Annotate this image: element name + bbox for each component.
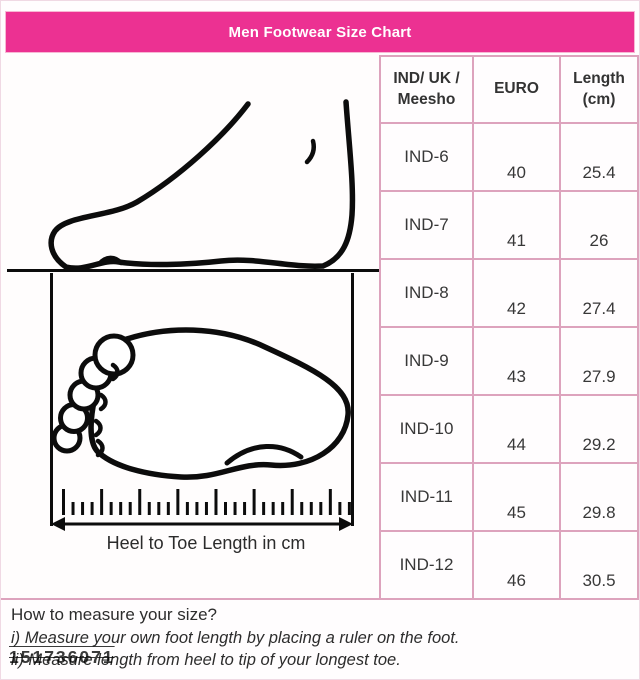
page-title: Men Footwear Size Chart [228, 23, 412, 41]
table-cell-ind: IND-12 [379, 530, 472, 598]
table-cell-euro: 46 [472, 530, 559, 598]
table-cell-ind: IND-7 [379, 190, 472, 258]
instructions-heading: How to measure your size? [11, 605, 217, 624]
ruler-icon [62, 489, 351, 515]
size-table: IND/ UK / Meesho EURO Length (cm) IND-6 40… [379, 55, 639, 598]
column-header-length: Length (cm) [559, 55, 637, 122]
table-cell-ind: IND-8 [379, 258, 472, 326]
ruler-label: Heel to Toe Length in cm [106, 533, 306, 553]
foot-measurement-diagram: Heel to Toe Length in cm [1, 55, 379, 598]
table-cell-euro: 42 [472, 258, 559, 326]
table-cell-ind: IND-9 [379, 326, 472, 394]
table-cell-euro: 45 [472, 462, 559, 530]
table-cell-ind: IND-6 [379, 122, 472, 190]
table-cell-length: 27.9 [559, 326, 637, 394]
double-arrow-icon [51, 517, 353, 531]
side-view-foot-icon [7, 99, 379, 272]
measure-instructions: How to measure your size? i) Measure you… [1, 600, 639, 679]
table-cell-euro: 41 [472, 190, 559, 258]
column-header-ind: IND/ UK / Meesho [379, 55, 472, 122]
table-cell-length: 26 [559, 190, 637, 258]
table-cell-euro: 40 [472, 122, 559, 190]
table-cell-length: 30.5 [559, 530, 637, 598]
table-cell-euro: 44 [472, 394, 559, 462]
table-cell-euro: 43 [472, 326, 559, 394]
table-cell-length: 27.4 [559, 258, 637, 326]
instruction-line-1: i) Measure your own foot length by placi… [11, 629, 460, 647]
watermark-id: 151736071 [9, 647, 115, 668]
chart-body: Heel to Toe Length in cm IND/ UK / Meesho… [1, 55, 639, 600]
table-cell-ind: IND-10 [379, 394, 472, 462]
table-cell-ind: IND-11 [379, 462, 472, 530]
table-cell-length: 29.8 [559, 462, 637, 530]
instruction-line-2: ii) Measure length from heel to tip of y… [11, 651, 401, 670]
title-bar: Men Footwear Size Chart [5, 11, 635, 53]
table-cell-length: 25.4 [559, 122, 637, 190]
top-view-foot-icon [50, 273, 354, 531]
column-header-euro: EURO [472, 55, 559, 122]
table-cell-length: 29.2 [559, 394, 637, 462]
